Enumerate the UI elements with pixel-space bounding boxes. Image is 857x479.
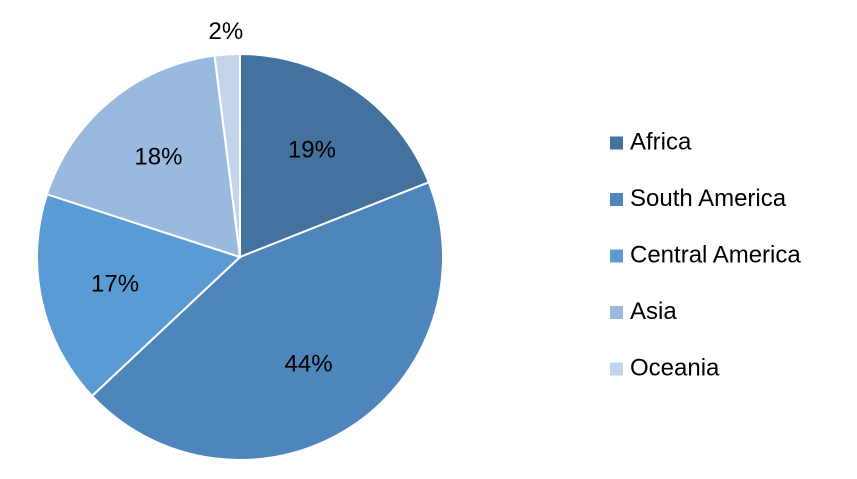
legend-item-south-america: South America [610, 185, 787, 212]
pie-slice-asia [45, 54, 242, 259]
pie-label-asia: 18% [134, 144, 182, 171]
legend-label-central-america: Central America [630, 241, 801, 268]
legend-label-asia: Asia [630, 298, 677, 325]
legend-label-south-america: South America [630, 185, 787, 212]
legend-label-oceania: Oceania [630, 354, 720, 381]
pie-slice-central-america [36, 193, 242, 398]
pie-label-south-america: 44% [285, 350, 333, 377]
pie-label-africa: 19% [288, 136, 336, 163]
legend-label-africa: Africa [630, 128, 692, 155]
legend-swatch-oceania [610, 362, 623, 376]
pie-slices [36, 52, 444, 461]
legend-swatch-central-america [610, 249, 623, 263]
legend-swatch-asia [610, 306, 623, 319]
pie-slice-south-america [90, 180, 444, 461]
legend-swatch-africa [610, 136, 623, 150]
legend-item-oceania: Oceania [610, 354, 720, 381]
pie-label-oceania: 2% [209, 18, 244, 45]
pie-slice-africa [239, 52, 431, 259]
legend-item-central-america: Central America [610, 241, 801, 268]
pie-label-central-america: 17% [91, 270, 139, 297]
legend-item-asia: Asia [610, 298, 677, 325]
legend-item-africa: Africa [610, 128, 692, 155]
legend-swatch-south-america [610, 193, 623, 206]
legend: Africa South America Central America Asia Oc… [610, 128, 801, 381]
pie-slice-oceania [213, 52, 241, 258]
pie-value-labels: 19% 44% 17% 18% 2% [91, 18, 336, 378]
